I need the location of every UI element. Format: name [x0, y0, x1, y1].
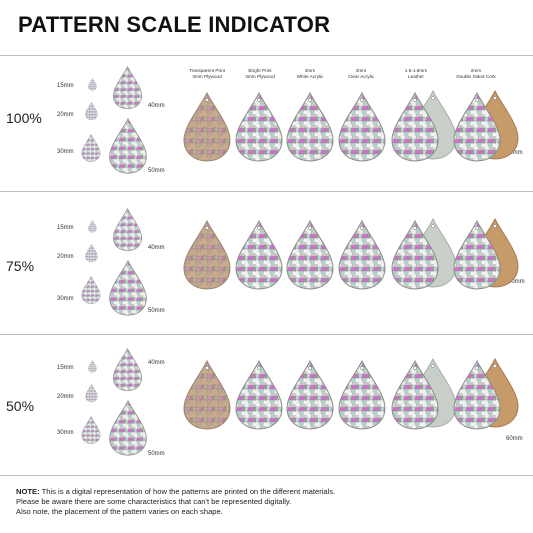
- transparent-plywood-drop: [183, 359, 231, 430]
- material-header-transparent-plywood: Transparent Print 3mm Plywood: [188, 68, 226, 79]
- size-label-20mm: 20mm: [57, 254, 74, 260]
- material-header-clear-acrylic: 3mm Clear Acrylic: [347, 68, 375, 79]
- leather-front-drop: [391, 359, 439, 430]
- sample-15mm-drop: [88, 219, 97, 233]
- sample-20mm-drop: [85, 383, 98, 403]
- cork-front-drop: [453, 359, 501, 430]
- section-divider: [0, 475, 533, 476]
- sample-30mm-drop: [81, 415, 101, 444]
- sample-40mm-drop: [112, 65, 143, 110]
- sample-15mm-drop: [88, 359, 97, 373]
- main-size-label: 60mm: [506, 150, 523, 156]
- cork-front-drop: [453, 91, 501, 162]
- clear-acrylic-drop: [338, 219, 386, 290]
- size-label-30mm: 30mm: [57, 430, 74, 436]
- page-title: PATTERN SCALE INDICATOR: [18, 12, 331, 37]
- scale-label-50: 50%: [6, 398, 35, 414]
- cork-front-drop: [453, 219, 501, 290]
- disclaimer-note: NOTE: This is a digital representation o…: [16, 487, 336, 516]
- material-header-cork: 2mm Double Sided Cork: [456, 68, 496, 79]
- sample-50mm-drop: [109, 117, 147, 174]
- size-label-15mm: 15mm: [57, 225, 74, 231]
- size-label-50mm: 50mm: [148, 168, 165, 174]
- size-label-50mm: 50mm: [148, 308, 165, 314]
- sample-15mm-drop: [88, 77, 97, 91]
- white-acrylic-drop: [286, 219, 334, 290]
- size-label-40mm: 40mm: [148, 245, 165, 251]
- sample-20mm-drop: [85, 243, 98, 263]
- transparent-plywood-drop: [183, 91, 231, 162]
- section-divider: [0, 55, 533, 56]
- scale-label-75: 75%: [6, 258, 35, 274]
- clear-acrylic-drop: [338, 359, 386, 430]
- main-size-label: 60mm: [506, 436, 523, 442]
- material-header-bright-plywood: Bright Print 3mm Plywood: [245, 68, 275, 79]
- clear-acrylic-drop: [338, 91, 386, 162]
- leather-front-drop: [391, 219, 439, 290]
- size-label-15mm: 15mm: [57, 83, 74, 89]
- sample-20mm-drop: [85, 101, 98, 121]
- bright-plywood-drop: [235, 359, 283, 430]
- size-label-20mm: 20mm: [57, 394, 74, 400]
- size-label-15mm: 15mm: [57, 365, 74, 371]
- material-header-white-acrylic: 3mm White Acrylic: [296, 68, 324, 79]
- bright-plywood-drop: [235, 91, 283, 162]
- leather-front-drop: [391, 91, 439, 162]
- material-header-leather: 1.6-1.8mm Leather: [404, 68, 428, 79]
- section-divider: [0, 191, 533, 192]
- sample-40mm-drop: [112, 207, 143, 252]
- size-label-30mm: 30mm: [57, 296, 74, 302]
- scale-label-100: 100%: [6, 110, 42, 126]
- main-size-label: 60mm: [508, 279, 525, 285]
- sample-40mm-drop: [112, 347, 143, 392]
- size-label-50mm: 50mm: [148, 451, 165, 457]
- transparent-plywood-drop: [183, 219, 231, 290]
- size-label-20mm: 20mm: [57, 112, 74, 118]
- sample-30mm-drop: [81, 275, 101, 304]
- size-label-40mm: 40mm: [148, 360, 165, 366]
- sample-50mm-drop: [109, 259, 147, 316]
- sample-30mm-drop: [81, 133, 101, 162]
- bright-plywood-drop: [235, 219, 283, 290]
- sample-50mm-drop: [109, 399, 147, 456]
- section-divider: [0, 334, 533, 335]
- size-label-40mm: 40mm: [148, 103, 165, 109]
- white-acrylic-drop: [286, 91, 334, 162]
- white-acrylic-drop: [286, 359, 334, 430]
- size-label-30mm: 30mm: [57, 149, 74, 155]
